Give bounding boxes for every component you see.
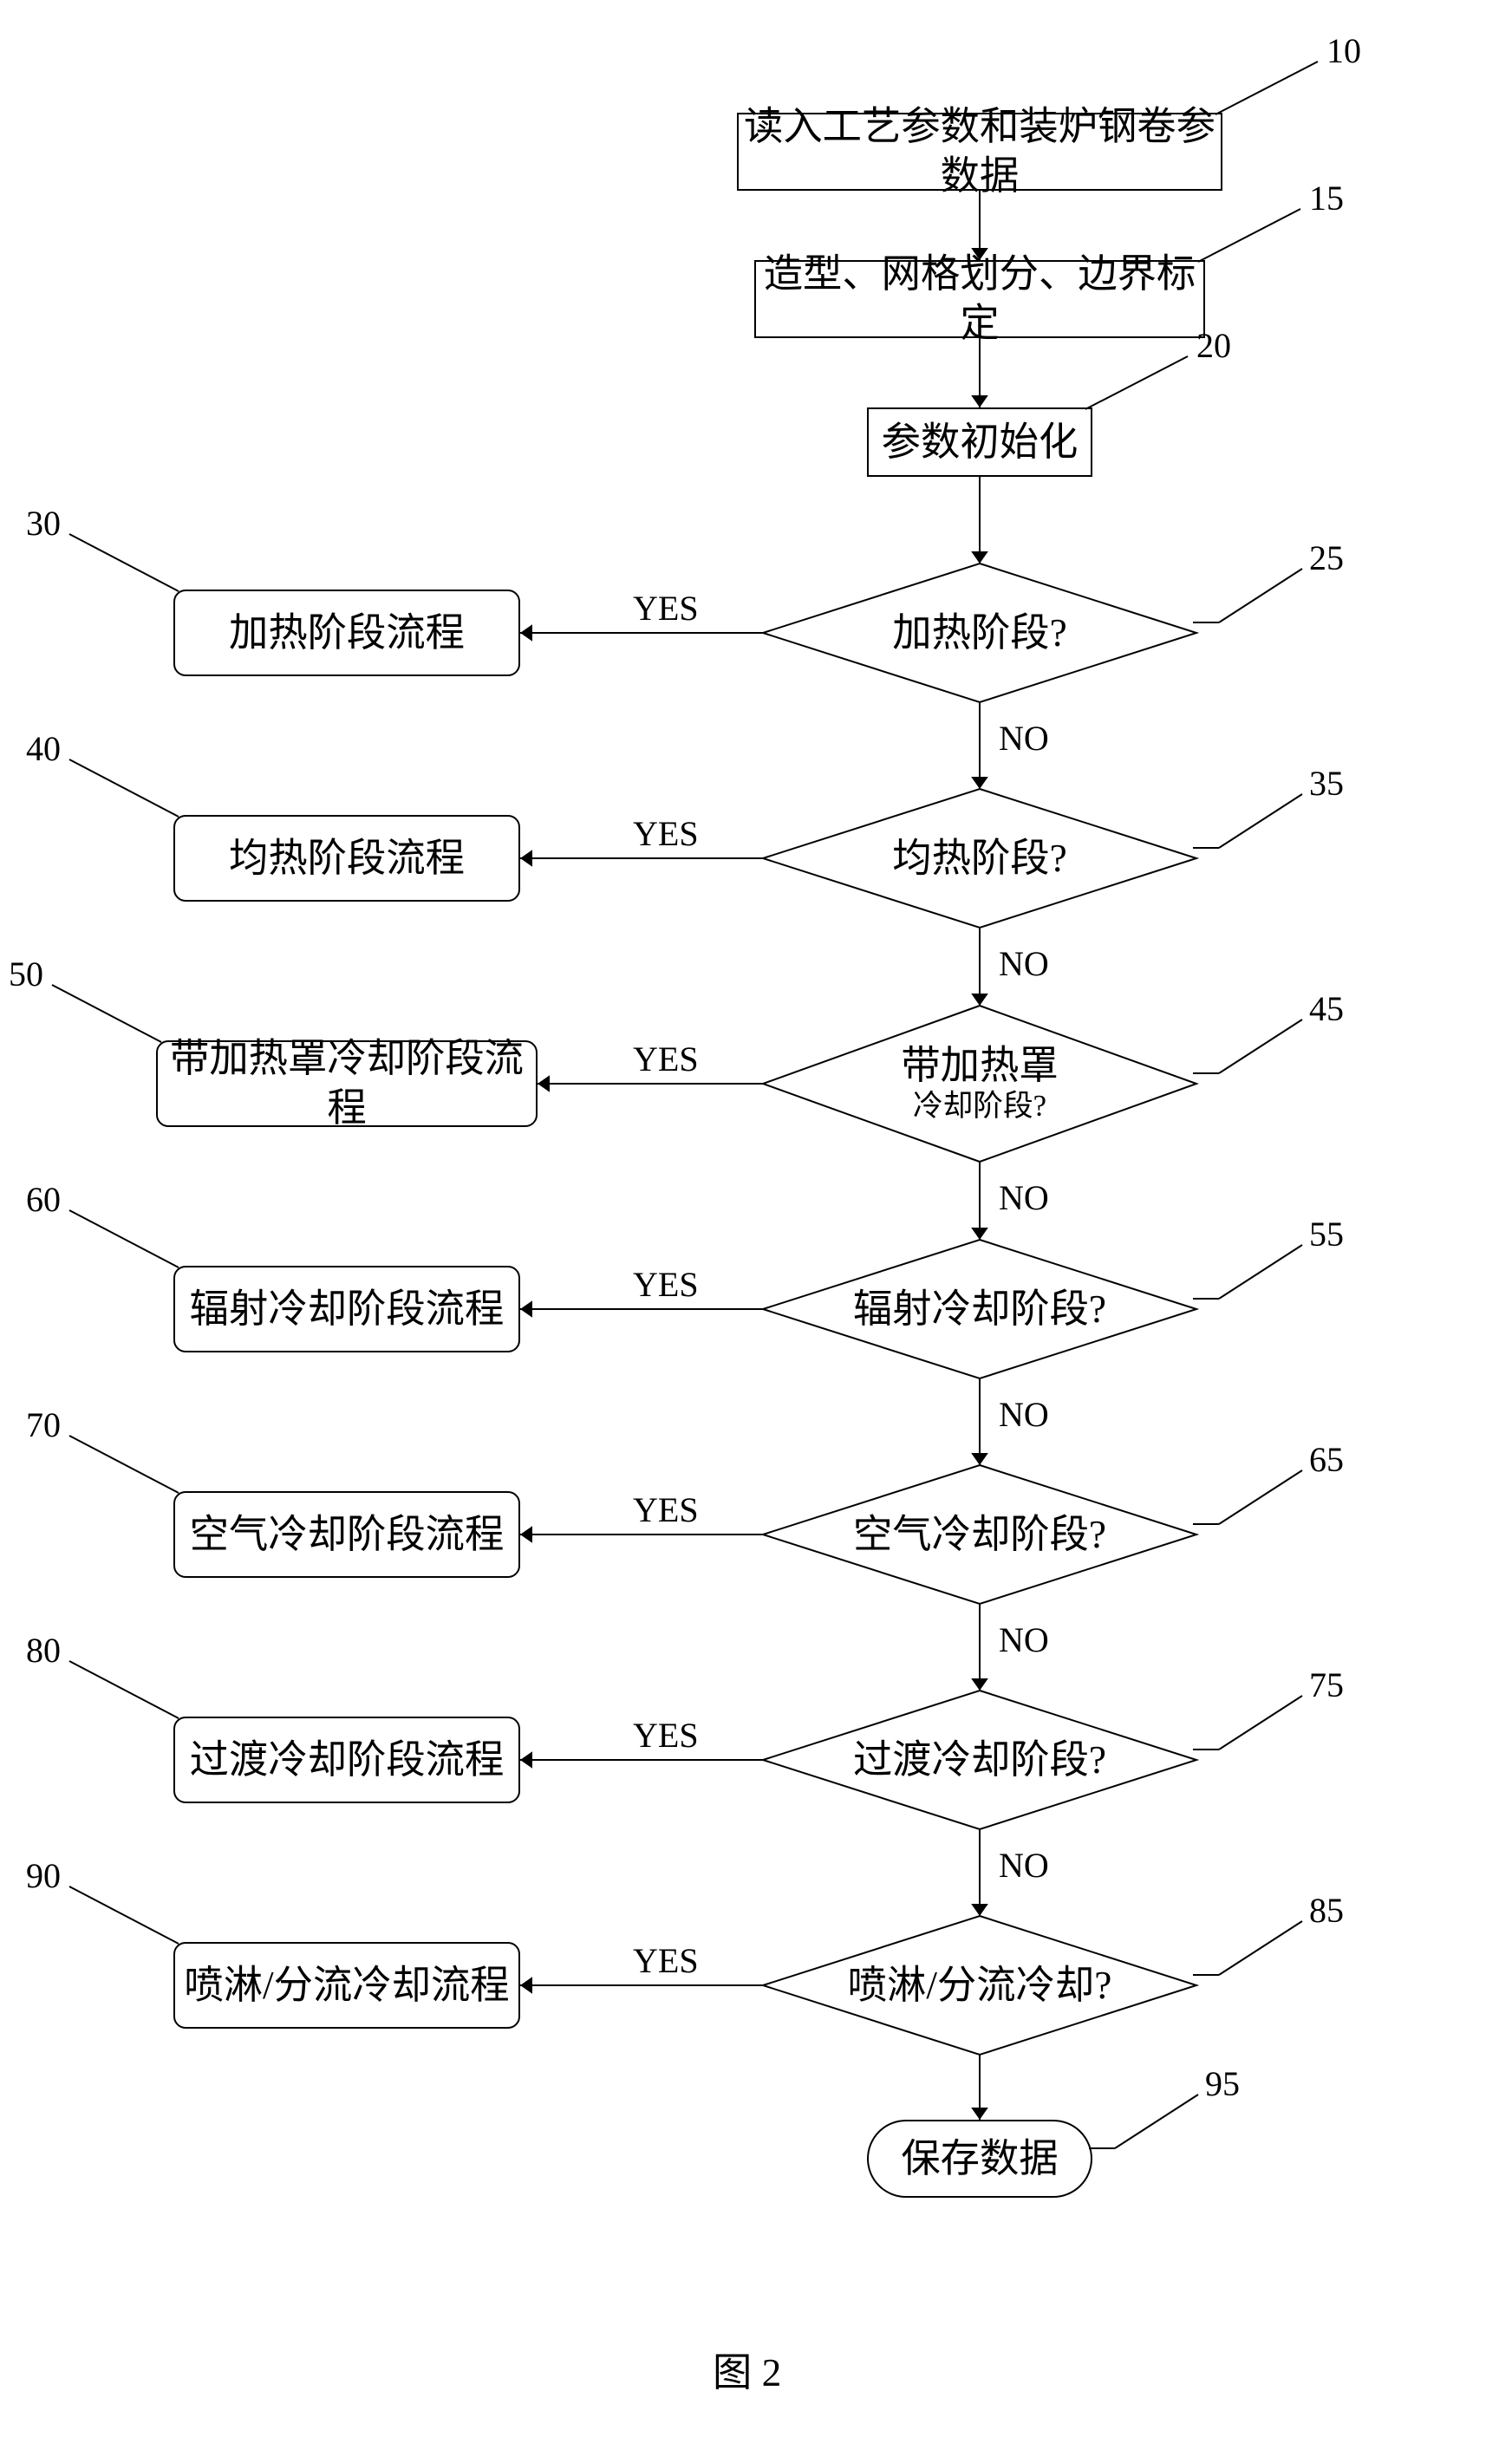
node-d75: 过渡冷却阶段? <box>763 1691 1196 1829</box>
ref-70: 70 <box>26 1404 61 1445</box>
node-d45: 带加热罩冷却阶段? <box>763 1006 1196 1162</box>
label-no-d35: NO <box>999 943 1049 984</box>
ref-55: 55 <box>1309 1214 1344 1254</box>
node-p50: 带加热罩冷却阶段流程 <box>156 1040 538 1127</box>
node-p40: 均热阶段流程 <box>173 815 520 902</box>
label-yes-d65: YES <box>633 1489 699 1530</box>
node-n10: 读入工艺参数和装炉钢卷参数据 <box>737 113 1222 191</box>
node-p90: 喷淋/分流冷却流程 <box>173 1942 520 2029</box>
node-p60: 辐射冷却阶段流程 <box>173 1266 520 1352</box>
label-no-d45: NO <box>999 1177 1049 1218</box>
label-no-d65: NO <box>999 1619 1049 1660</box>
figure-caption: 图 2 <box>713 2341 781 2398</box>
node-n95: 保存数据 <box>867 2120 1092 2198</box>
node-n20: 参数初始化 <box>867 407 1092 477</box>
label-no-d25: NO <box>999 718 1049 759</box>
node-d65: 空气冷却阶段? <box>763 1465 1196 1604</box>
label-no-d75: NO <box>999 1845 1049 1886</box>
ref-90: 90 <box>26 1855 61 1896</box>
ref-50: 50 <box>9 954 43 994</box>
label-yes-d85: YES <box>633 1940 699 1981</box>
ref-25: 25 <box>1309 538 1344 578</box>
ref-60: 60 <box>26 1179 61 1220</box>
ref-65: 65 <box>1309 1439 1344 1480</box>
ref-15: 15 <box>1309 178 1344 218</box>
label-yes-d55: YES <box>633 1264 699 1305</box>
ref-95: 95 <box>1205 2063 1240 2104</box>
ref-10: 10 <box>1326 30 1361 71</box>
ref-75: 75 <box>1309 1665 1344 1705</box>
node-p30: 加热阶段流程 <box>173 590 520 676</box>
node-n15: 造型、网格划分、边界标定 <box>754 260 1205 338</box>
label-yes-d45: YES <box>633 1039 699 1079</box>
node-d35: 均热阶段? <box>763 789 1196 928</box>
node-p80: 过渡冷却阶段流程 <box>173 1717 520 1803</box>
label-yes-d75: YES <box>633 1715 699 1756</box>
ref-30: 30 <box>26 503 61 544</box>
ref-20: 20 <box>1196 325 1231 366</box>
ref-45: 45 <box>1309 988 1344 1029</box>
label-yes-d35: YES <box>633 813 699 854</box>
node-d25: 加热阶段? <box>763 564 1196 702</box>
ref-40: 40 <box>26 728 61 769</box>
node-p70: 空气冷却阶段流程 <box>173 1491 520 1578</box>
flowchart-lines <box>0 0 1512 2437</box>
ref-80: 80 <box>26 1630 61 1671</box>
label-yes-d25: YES <box>633 588 699 629</box>
ref-85: 85 <box>1309 1890 1344 1931</box>
flowchart-canvas: 读入工艺参数和装炉钢卷参数据造型、网格划分、边界标定参数初始化加热阶段? 均热阶段… <box>0 0 1512 2437</box>
node-d55: 辐射冷却阶段? <box>763 1240 1196 1378</box>
ref-35: 35 <box>1309 763 1344 804</box>
label-no-d55: NO <box>999 1394 1049 1435</box>
node-d85: 喷淋/分流冷却? <box>763 1916 1196 2055</box>
